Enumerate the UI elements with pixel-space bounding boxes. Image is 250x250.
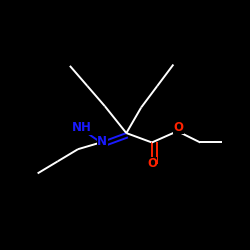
Text: O: O xyxy=(174,121,184,134)
Text: N: N xyxy=(97,135,107,148)
Text: O: O xyxy=(147,158,157,170)
Text: NH: NH xyxy=(72,121,92,134)
